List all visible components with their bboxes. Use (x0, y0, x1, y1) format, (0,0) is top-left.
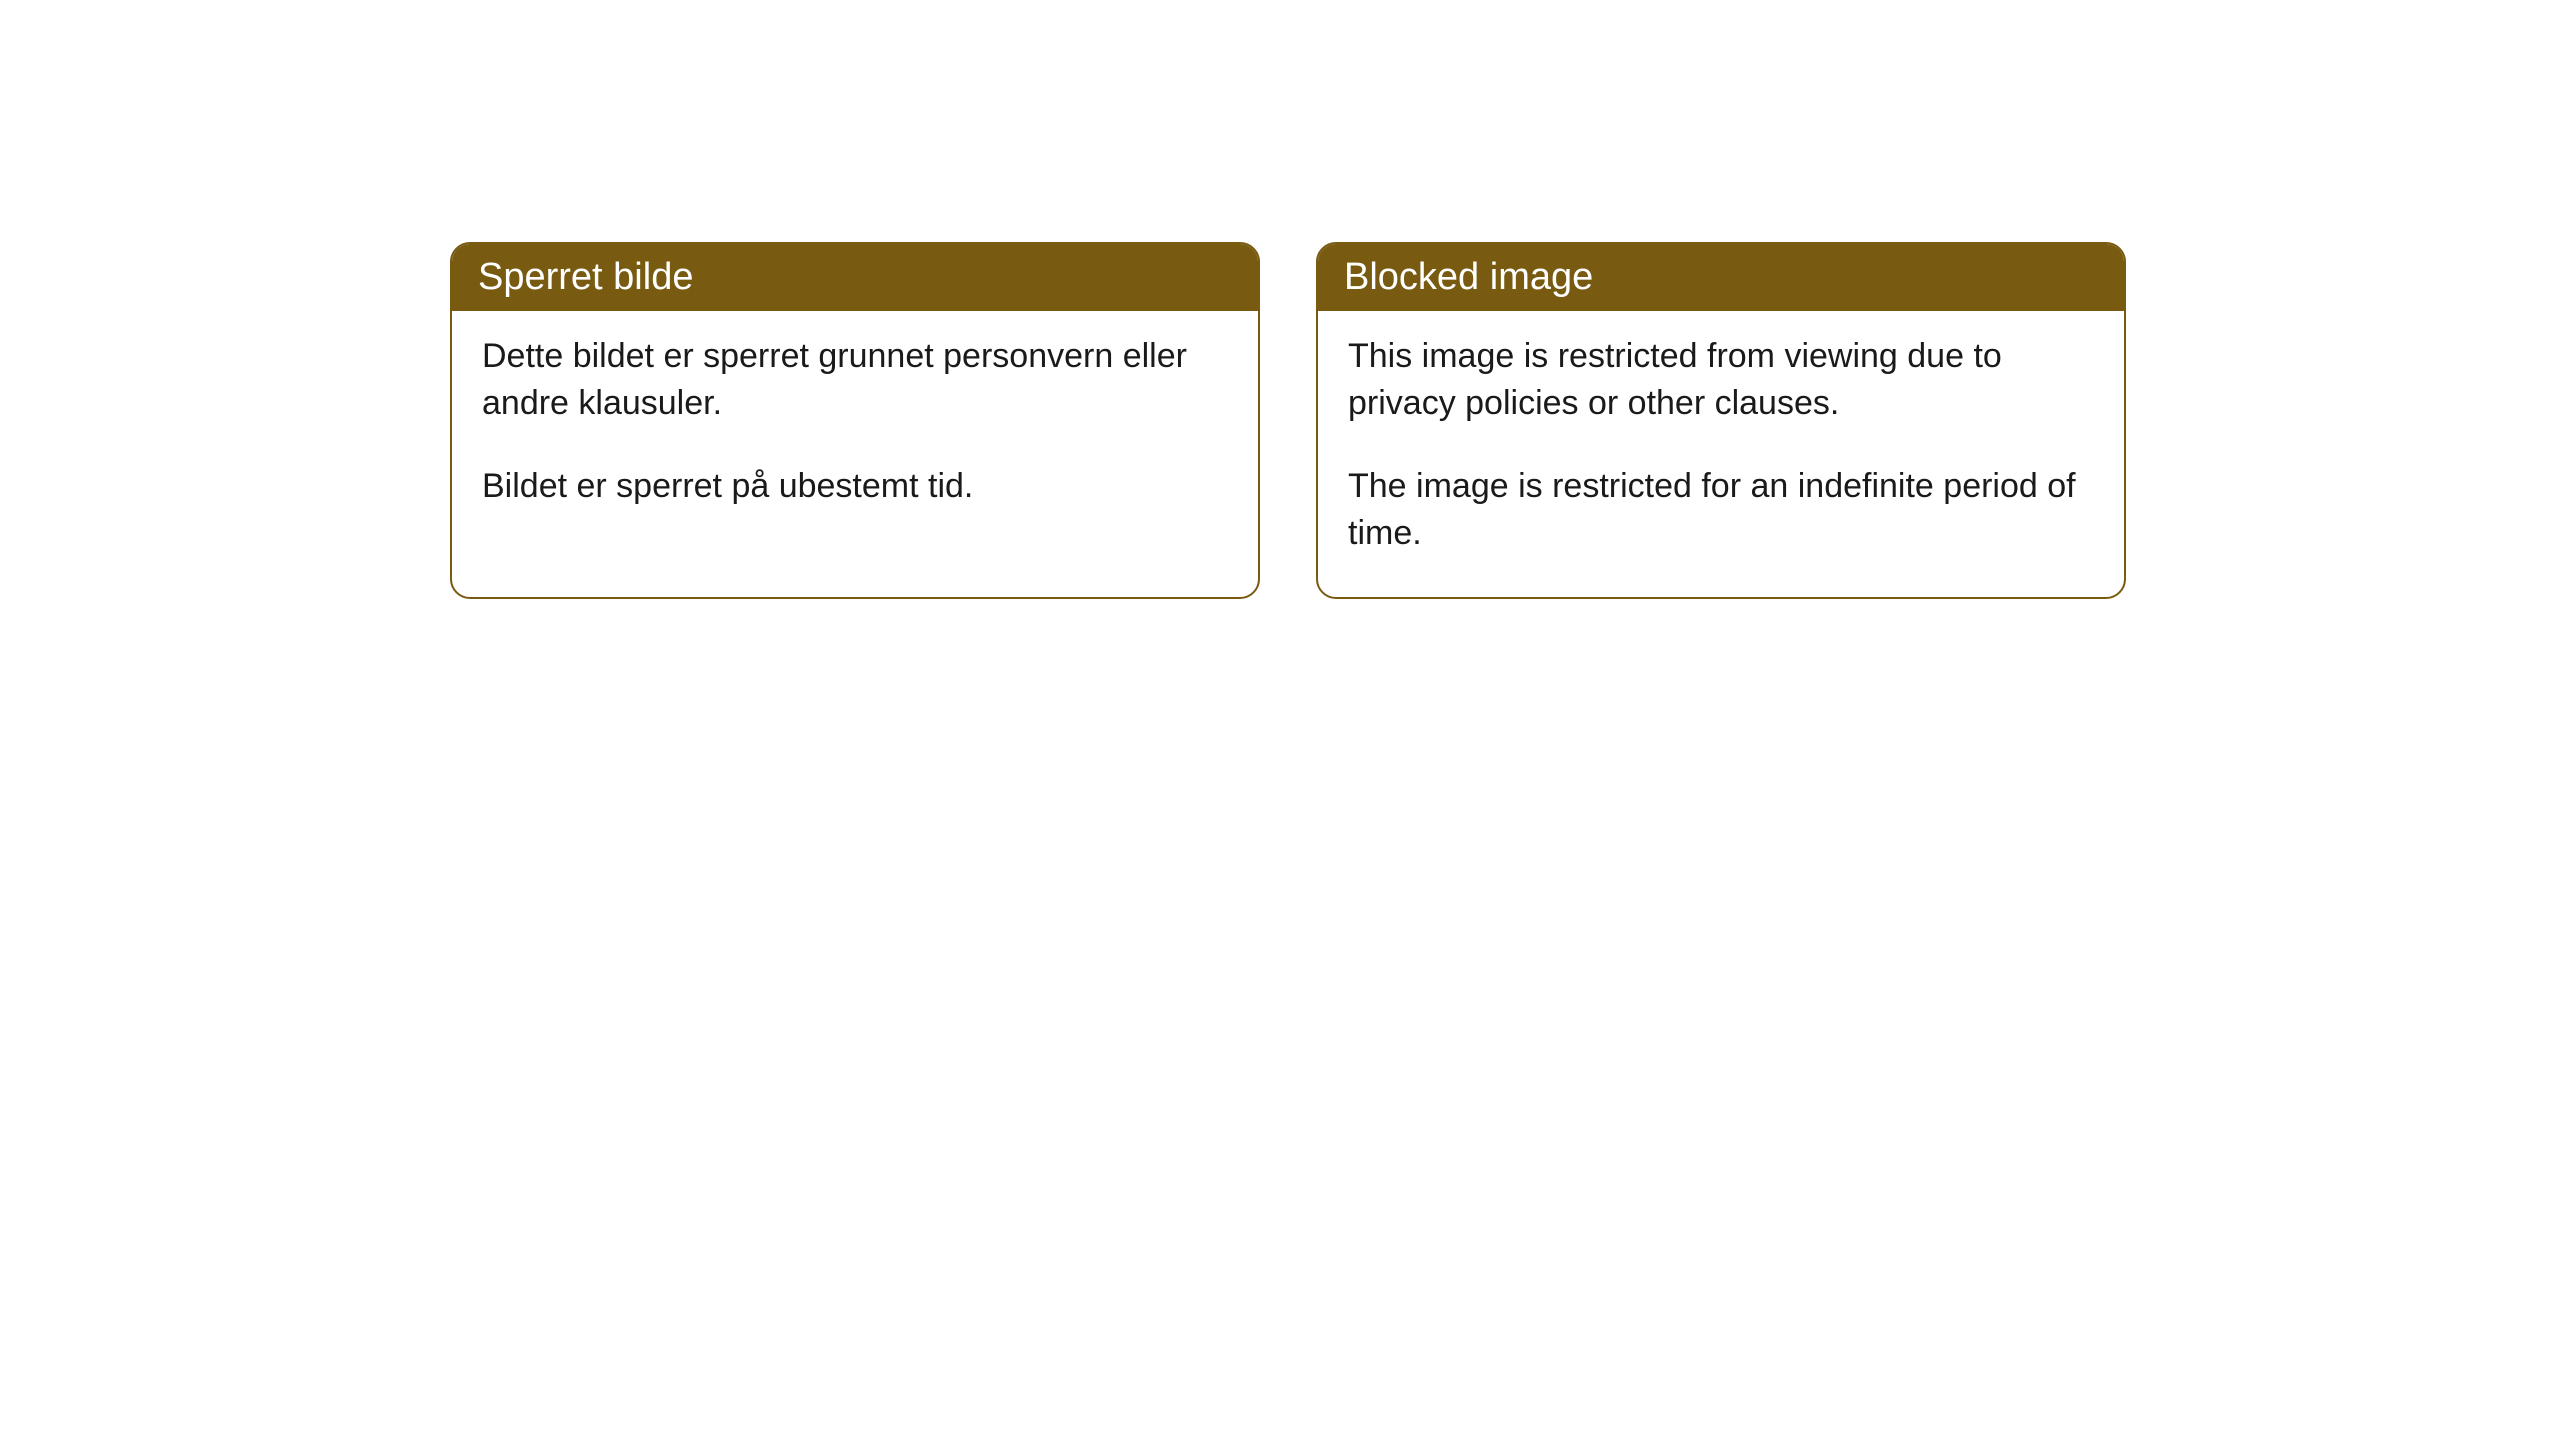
card-header: Blocked image (1318, 244, 2124, 311)
notice-card-english: Blocked image This image is restricted f… (1316, 242, 2126, 599)
card-paragraph: This image is restricted from viewing du… (1348, 333, 2094, 427)
card-paragraph: The image is restricted for an indefinit… (1348, 463, 2094, 557)
card-body: Dette bildet er sperret grunnet personve… (452, 311, 1258, 550)
notice-cards-container: Sperret bilde Dette bildet er sperret gr… (0, 0, 2560, 599)
card-body: This image is restricted from viewing du… (1318, 311, 2124, 597)
card-paragraph: Dette bildet er sperret grunnet personve… (482, 333, 1228, 427)
card-header: Sperret bilde (452, 244, 1258, 311)
notice-card-norwegian: Sperret bilde Dette bildet er sperret gr… (450, 242, 1260, 599)
card-paragraph: Bildet er sperret på ubestemt tid. (482, 463, 1228, 510)
